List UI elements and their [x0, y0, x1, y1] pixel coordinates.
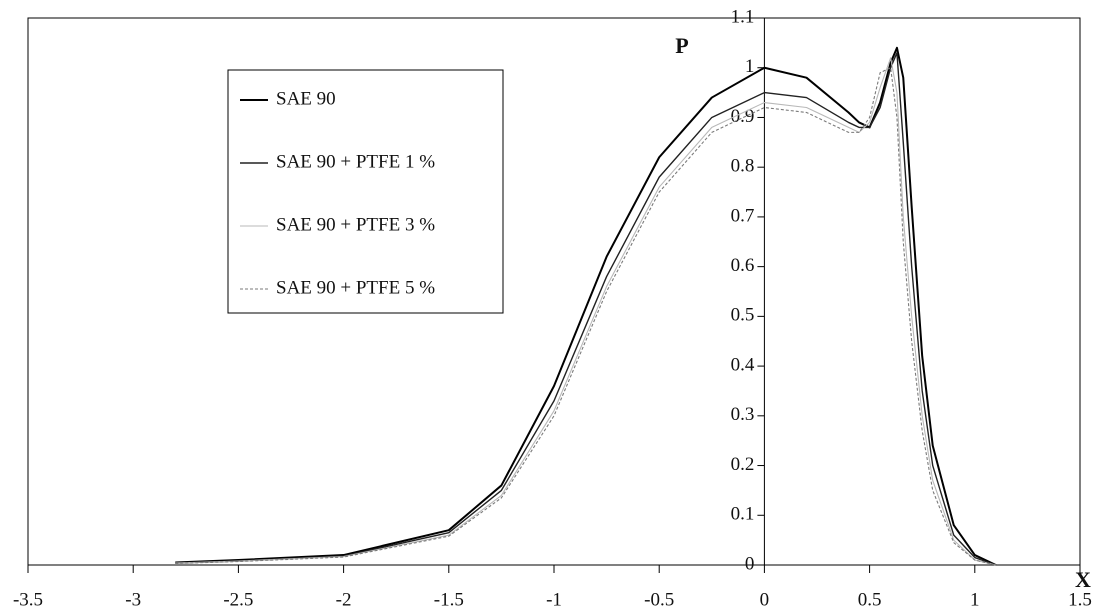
y-tick-label: 0.4 [731, 354, 755, 375]
x-tick-label: -2 [336, 589, 352, 610]
x-tick-label: -2.5 [223, 589, 253, 610]
series-line [175, 67, 996, 566]
y-tick-label: 0.8 [731, 156, 755, 177]
y-tick-label: 0.6 [731, 255, 755, 276]
y-tick-label: 0.5 [731, 305, 755, 326]
y-tick-label: 0.9 [731, 106, 755, 127]
legend-label: SAE 90 + PTFE 5 % [276, 277, 435, 298]
legend-label: SAE 90 [276, 88, 336, 109]
y-tick-label: 0.2 [731, 454, 755, 475]
legend-box [227, 69, 504, 314]
y-tick-label: 0.3 [731, 404, 755, 425]
legend-label: SAE 90 + PTFE 1 % [276, 151, 435, 172]
plot-frame [27, 17, 1081, 566]
legend-label: SAE 90 + PTFE 3 % [276, 214, 435, 235]
x-tick-label: -0.5 [644, 589, 674, 610]
x-tick-label: -3.5 [13, 589, 43, 610]
x-axis-title: X [1075, 567, 1091, 592]
x-tick-label: 0.5 [858, 589, 882, 610]
y-tick-label: 1 [745, 56, 755, 77]
x-tick-label: 1.5 [1068, 589, 1092, 610]
y-tick-label: 0.7 [731, 205, 755, 226]
x-tick-label: -3 [125, 589, 141, 610]
series-line [175, 46, 997, 566]
x-tick-label: -1.5 [434, 589, 464, 610]
y-tick-label: 1.1 [731, 6, 755, 27]
y-tick-label: 0.1 [731, 504, 755, 525]
series-line [175, 57, 996, 566]
x-tick-label: 1 [970, 589, 980, 610]
x-tick-label: 0 [760, 589, 770, 610]
series-line [175, 52, 997, 566]
y-tick-label: 0 [745, 553, 755, 574]
y-axis-title: P [675, 33, 688, 58]
x-tick-label: -1 [546, 589, 562, 610]
